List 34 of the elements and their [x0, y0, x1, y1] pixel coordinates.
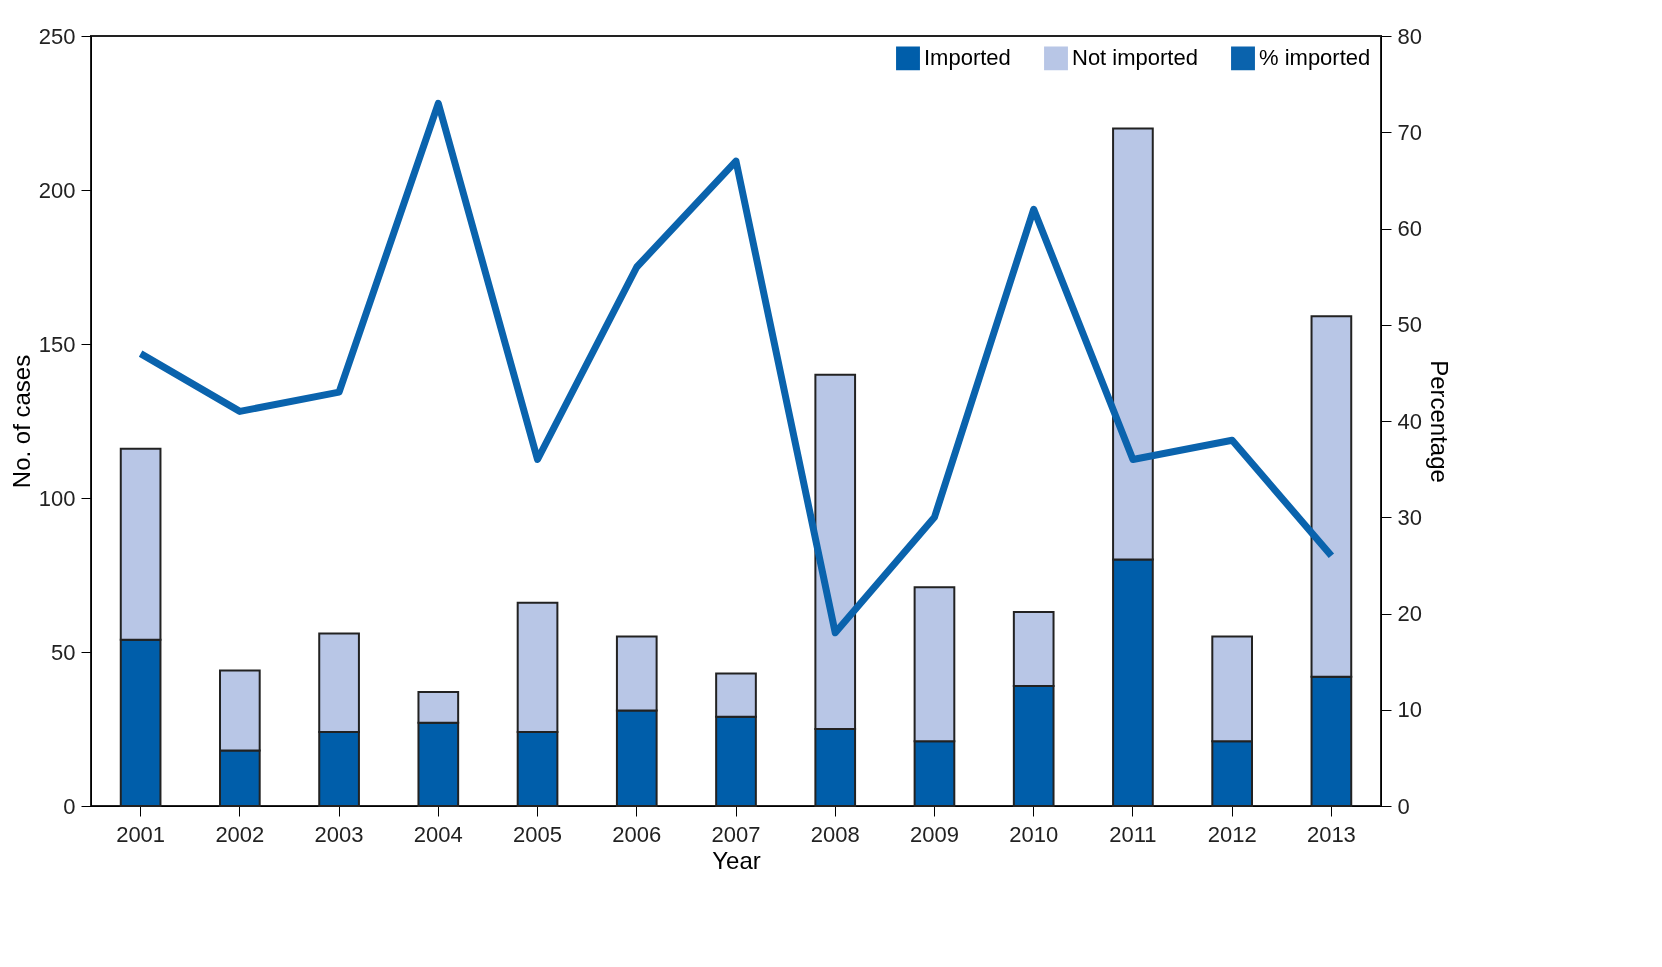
legend-label: Imported — [924, 45, 1011, 71]
y2-tick-label: 70 — [1397, 119, 1422, 145]
y2-tick-label: 20 — [1397, 601, 1422, 626]
y2-axis-title: Percentage — [1425, 360, 1453, 483]
y-tick-label: 100 — [38, 485, 76, 511]
x-tick-label: 2003 — [314, 821, 364, 847]
x-tick-label: 2001 — [116, 821, 166, 847]
y-tick-label: 50 — [51, 639, 76, 665]
y-tick-label: 150 — [38, 331, 76, 357]
y2-tick-label: 30 — [1397, 504, 1422, 530]
x-tick-label: 2005 — [513, 821, 563, 847]
x-tick-label: 2011 — [1109, 821, 1157, 847]
x-tick-label: 2007 — [711, 821, 761, 847]
x-tick-label: 2002 — [215, 821, 265, 847]
x-tick-label: 2013 — [1306, 821, 1356, 847]
x-axis-title: Year — [712, 846, 761, 874]
x-tick-label: 2008 — [810, 821, 860, 847]
y2-tick-label: 40 — [1397, 408, 1422, 434]
y-tick-label: 0 — [63, 793, 76, 819]
x-tick-label: 2010 — [1009, 821, 1059, 847]
y2-tick-label: 80 — [1397, 23, 1422, 49]
legend-label: Not imported — [1072, 45, 1198, 71]
y-axis-title: No. of cases — [7, 354, 35, 489]
y2-tick-label: 60 — [1397, 216, 1422, 241]
y2-tick-label: 50 — [1397, 312, 1422, 338]
y-tick-label: 200 — [38, 177, 76, 203]
y-tick-label: 250 — [38, 23, 76, 49]
legend-label: % imported — [1259, 45, 1371, 71]
y2-tick-label: 0 — [1397, 793, 1410, 819]
y2-tick-label: 10 — [1397, 697, 1422, 723]
x-tick-label: 2009 — [909, 821, 959, 847]
x-tick-label: 2012 — [1207, 821, 1257, 847]
x-tick-label: 2004 — [413, 821, 463, 847]
x-tick-label: 2006 — [612, 821, 662, 847]
